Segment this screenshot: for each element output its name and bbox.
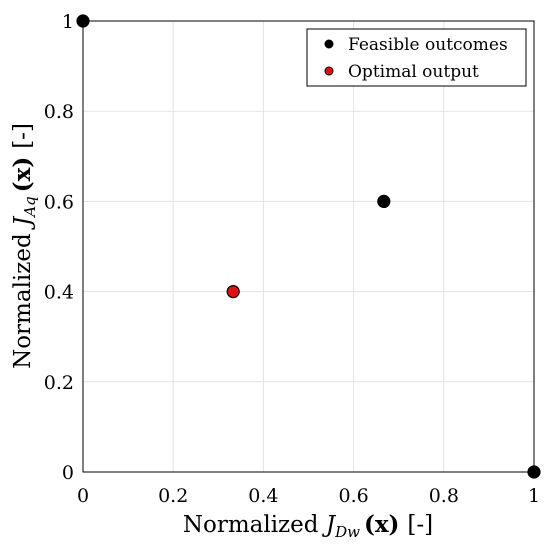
x-tick-label: 0.2 <box>158 485 188 507</box>
y-tick-label: 0.2 <box>44 372 74 394</box>
y-tick-label: 0.4 <box>44 282 74 304</box>
legend-label-optimal: Optimal output <box>348 62 479 82</box>
x-tick-label: 0.6 <box>338 485 368 507</box>
y-axis-label-subscript: Aq <box>21 196 39 218</box>
optimal-output-point <box>226 285 240 299</box>
x-axis-label-prefix: Normalized <box>183 512 326 538</box>
x-axis-label: Normalized JDw (x) [-] <box>183 511 433 541</box>
data-points <box>76 14 541 479</box>
y-tick-label: 1 <box>62 11 74 33</box>
y-tick-label: 0.8 <box>44 101 74 123</box>
feasible-outcome-point <box>76 14 90 28</box>
x-tick-label: 0.8 <box>429 485 459 507</box>
legend-label-feasible: Feasible outcomes <box>348 35 508 55</box>
feasible-outcome-point <box>527 465 541 479</box>
x-axis-label-argument: (x) <box>364 511 399 538</box>
y-tick-label: 0.6 <box>44 191 74 213</box>
y-axis-label-unit: [-] <box>10 123 36 149</box>
y-axis-label-argument: (x) <box>9 157 36 192</box>
x-tick-label: 1 <box>528 485 540 507</box>
x-axis-label-unit: [-] <box>407 512 433 538</box>
y-axis-label-prefix: Normalized <box>10 226 36 369</box>
legend: Feasible outcomes Optimal output <box>306 28 527 87</box>
plot-frame <box>82 20 535 473</box>
y-axis-label: Normalized JAq (x) [-] <box>9 123 39 369</box>
x-axis-label-symbol: J <box>322 512 337 538</box>
legend-marker-optimal <box>324 66 334 76</box>
y-axis-label-symbol: J <box>10 215 36 230</box>
feasible-outcome-point <box>377 194 391 208</box>
x-axis-label-subscript: Dw <box>334 523 360 541</box>
x-tick-label: 0 <box>77 485 89 507</box>
y-tick-label: 0 <box>62 462 74 484</box>
tick-labels: 0 0.2 0.4 0.6 0.8 1 0 0.2 0.4 0.6 0.8 1 <box>44 11 540 507</box>
legend-marker-feasible <box>324 39 334 49</box>
plot-area <box>83 21 534 472</box>
x-tick-label: 0.4 <box>248 485 278 507</box>
legend-box <box>306 28 527 87</box>
